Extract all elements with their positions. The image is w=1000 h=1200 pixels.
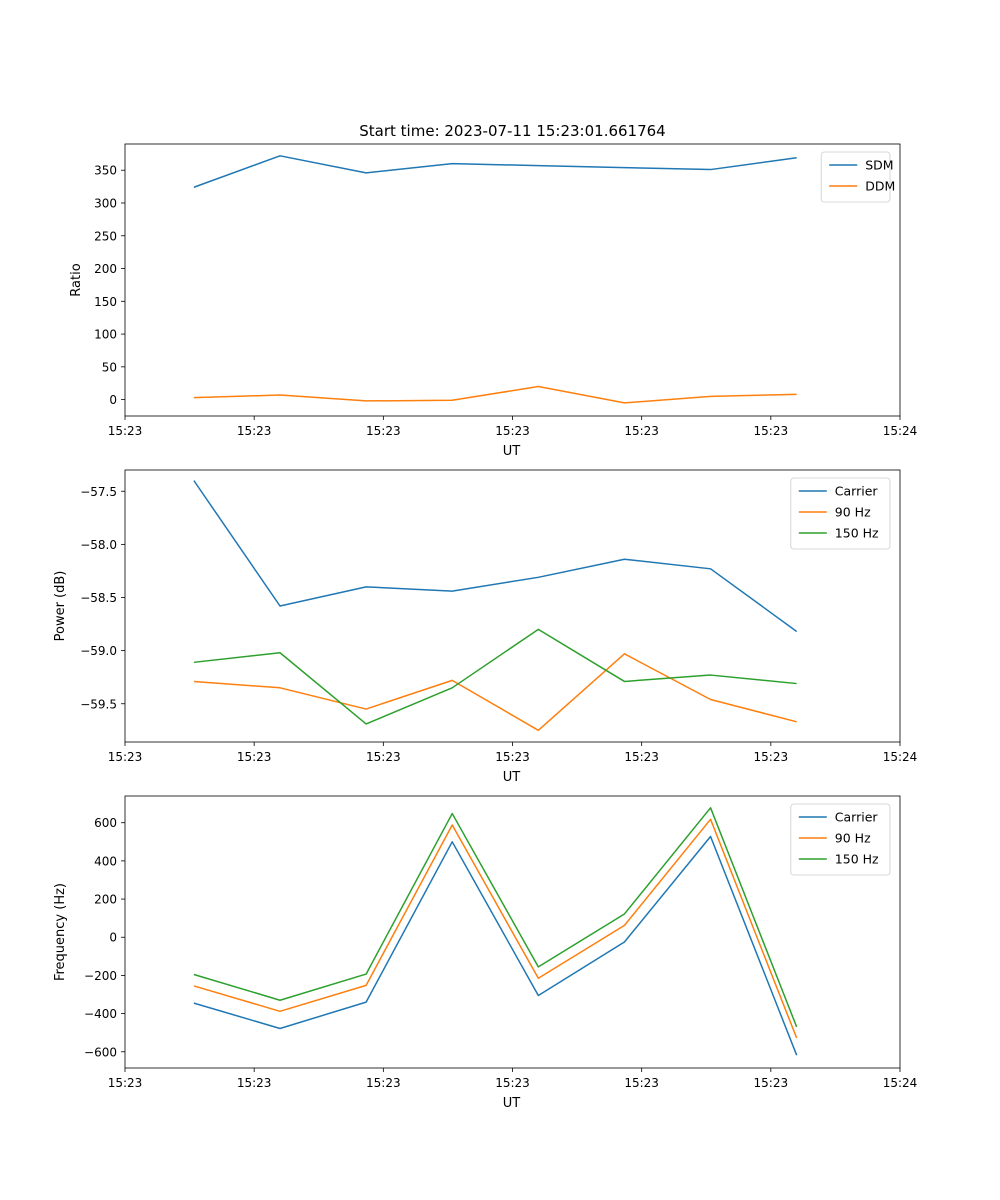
power-series-90-hz-line xyxy=(193,653,797,732)
frequency-x-tick-label: 15:23 xyxy=(495,1076,530,1090)
power-y-tick-label: −59.0 xyxy=(80,644,117,658)
ratio-plot-frame xyxy=(124,143,901,417)
frequency-legend: Carrier 90 Hz 150 Hz xyxy=(790,803,891,876)
ratio-y-tick-label: 0 xyxy=(109,393,117,407)
frequency-y-tick-label: −400 xyxy=(84,1007,117,1021)
ratio-legend: SDM DDM xyxy=(820,151,895,203)
charts-container: 15:23 15:23 15:23 15:23 15:23 15:23 15:24 0 50 10… xyxy=(53,143,918,1111)
ratio-x-tick-label: 15:24 xyxy=(883,424,918,438)
frequency-series-150-hz-line xyxy=(193,807,798,1028)
frequency-legend-box xyxy=(790,803,891,876)
ratio-x-axis-label: UT xyxy=(503,444,521,459)
frequency-y-tick-label: −600 xyxy=(84,1045,117,1059)
ratio-x-tick-label: 15:23 xyxy=(754,424,789,438)
power-legend: Carrier 90 Hz 150 Hz xyxy=(790,477,891,550)
ratio-y-tick-label: 200 xyxy=(94,262,117,276)
power-legend-label-150-hz: 150 Hz xyxy=(835,526,879,541)
frequency-x-tick-label: 15:23 xyxy=(108,1076,143,1090)
ratio-legend-label-ddm: DDM xyxy=(865,179,895,194)
power-x-tick-label: 15:23 xyxy=(624,750,659,764)
ratio-x-tick-label: 15:23 xyxy=(624,424,659,438)
power-legend-box xyxy=(790,477,891,550)
frequency-y-axis-label: Frequency (Hz) xyxy=(53,883,68,981)
frequency-x-tick-label: 15:24 xyxy=(883,1076,918,1090)
power-y-tick-label: −58.0 xyxy=(80,538,117,552)
frequency-plot-frame xyxy=(124,795,901,1069)
frequency-series-carrier-line xyxy=(193,835,798,1056)
frequency-chart: 15:23 15:23 15:23 15:23 15:23 15:23 15:24 −600 −… xyxy=(53,795,918,1111)
frequency-legend-label-carrier: Carrier xyxy=(835,810,879,825)
ratio-x-tick-label: 15:23 xyxy=(366,424,401,438)
figure-title: Start time: 2023-07-11 15:23:01.661764 xyxy=(359,122,665,140)
ratio-chart: 15:23 15:23 15:23 15:23 15:23 15:23 15:24 0 50 10… xyxy=(69,143,918,459)
power-x-tick-label: 15:23 xyxy=(754,750,789,764)
power-x-tick-label: 15:24 xyxy=(883,750,918,764)
power-x-tick-label: 15:23 xyxy=(495,750,530,764)
power-x-tick-label: 15:23 xyxy=(237,750,272,764)
power-plot-frame xyxy=(124,469,901,743)
frequency-x-axis-label: UT xyxy=(503,1096,521,1111)
frequency-x-tick-label: 15:23 xyxy=(366,1076,401,1090)
power-x-tick-label: 15:23 xyxy=(366,750,401,764)
frequency-series-90-hz-line xyxy=(193,818,798,1039)
frequency-y-tick-label: 600 xyxy=(94,816,117,830)
frequency-y-tick-label: 400 xyxy=(94,854,117,868)
power-x-axis-label: UT xyxy=(503,770,521,785)
frequency-legend-label-90-hz: 90 Hz xyxy=(835,831,871,846)
power-x-tick-label: 15:23 xyxy=(108,750,143,764)
frequency-y-tick-label: −200 xyxy=(84,969,117,983)
frequency-x-tick-label: 15:23 xyxy=(754,1076,789,1090)
ratio-legend-label-sdm: SDM xyxy=(865,158,893,173)
ratio-y-axis-label: Ratio xyxy=(69,263,84,296)
power-y-tick-label: −57.5 xyxy=(80,485,117,499)
frequency-x-tick-label: 15:23 xyxy=(237,1076,272,1090)
power-legend-label-carrier: Carrier xyxy=(835,484,879,499)
ratio-series-sdm-line xyxy=(193,155,797,188)
ratio-x-tick-label: 15:23 xyxy=(108,424,143,438)
frequency-y-tick-label: 0 xyxy=(109,931,117,945)
power-y-tick-label: −58.5 xyxy=(80,591,117,605)
ratio-x-tick-label: 15:23 xyxy=(237,424,272,438)
power-legend-label-90-hz: 90 Hz xyxy=(835,505,871,520)
power-series-150-hz-line xyxy=(193,628,797,725)
ratio-x-tick-label: 15:23 xyxy=(495,424,530,438)
ratio-series-ddm-line xyxy=(193,385,797,404)
power-y-tick-label: −59.5 xyxy=(80,697,117,711)
ratio-y-tick-label: 100 xyxy=(94,328,117,342)
frequency-legend-label-150-hz: 150 Hz xyxy=(835,852,879,867)
ratio-y-tick-label: 250 xyxy=(94,229,117,243)
ratio-y-tick-label: 50 xyxy=(102,360,117,374)
frequency-y-tick-label: 200 xyxy=(94,893,117,907)
ratio-y-tick-label: 350 xyxy=(94,164,117,178)
frequency-x-tick-label: 15:23 xyxy=(624,1076,659,1090)
ratio-y-tick-label: 300 xyxy=(94,196,117,210)
ratio-y-tick-label: 150 xyxy=(94,295,117,309)
power-series-carrier-line xyxy=(193,480,798,633)
power-y-axis-label: Power (dB) xyxy=(53,571,68,642)
power-chart: 15:23 15:23 15:23 15:23 15:23 15:23 15:24 −59.5… xyxy=(53,469,918,785)
